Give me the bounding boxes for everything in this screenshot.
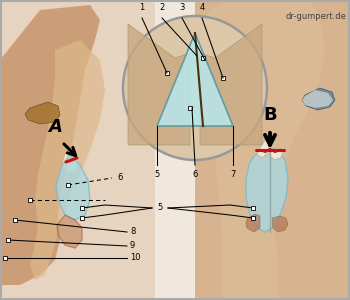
Polygon shape: [195, 0, 350, 300]
Text: 1: 1: [139, 3, 145, 12]
Text: 9: 9: [130, 242, 135, 250]
Text: 7: 7: [230, 170, 236, 179]
Polygon shape: [62, 148, 78, 172]
Polygon shape: [302, 88, 335, 110]
Polygon shape: [56, 155, 90, 220]
Polygon shape: [272, 216, 288, 232]
Polygon shape: [269, 148, 283, 160]
Polygon shape: [57, 215, 82, 248]
Polygon shape: [195, 0, 325, 300]
Polygon shape: [25, 102, 60, 124]
Text: A: A: [48, 118, 62, 136]
Text: 10: 10: [130, 254, 140, 262]
Polygon shape: [30, 40, 105, 280]
Polygon shape: [157, 33, 233, 126]
Polygon shape: [257, 140, 270, 158]
Polygon shape: [195, 0, 350, 300]
Text: dr-gumpert.de: dr-gumpert.de: [285, 12, 346, 21]
Text: 4: 4: [199, 3, 205, 12]
Polygon shape: [128, 24, 190, 145]
Text: 5: 5: [154, 170, 160, 179]
Polygon shape: [246, 214, 260, 232]
Text: 3: 3: [179, 3, 185, 12]
Polygon shape: [0, 5, 100, 285]
Polygon shape: [302, 90, 333, 108]
Text: 6: 6: [192, 170, 198, 179]
Circle shape: [123, 16, 267, 160]
Text: B: B: [263, 106, 277, 124]
Text: 2: 2: [159, 3, 164, 12]
Polygon shape: [246, 148, 288, 232]
Text: 6: 6: [117, 173, 122, 182]
Text: 5: 5: [158, 203, 163, 212]
Text: 8: 8: [130, 227, 135, 236]
Polygon shape: [200, 24, 262, 145]
Polygon shape: [0, 0, 155, 300]
